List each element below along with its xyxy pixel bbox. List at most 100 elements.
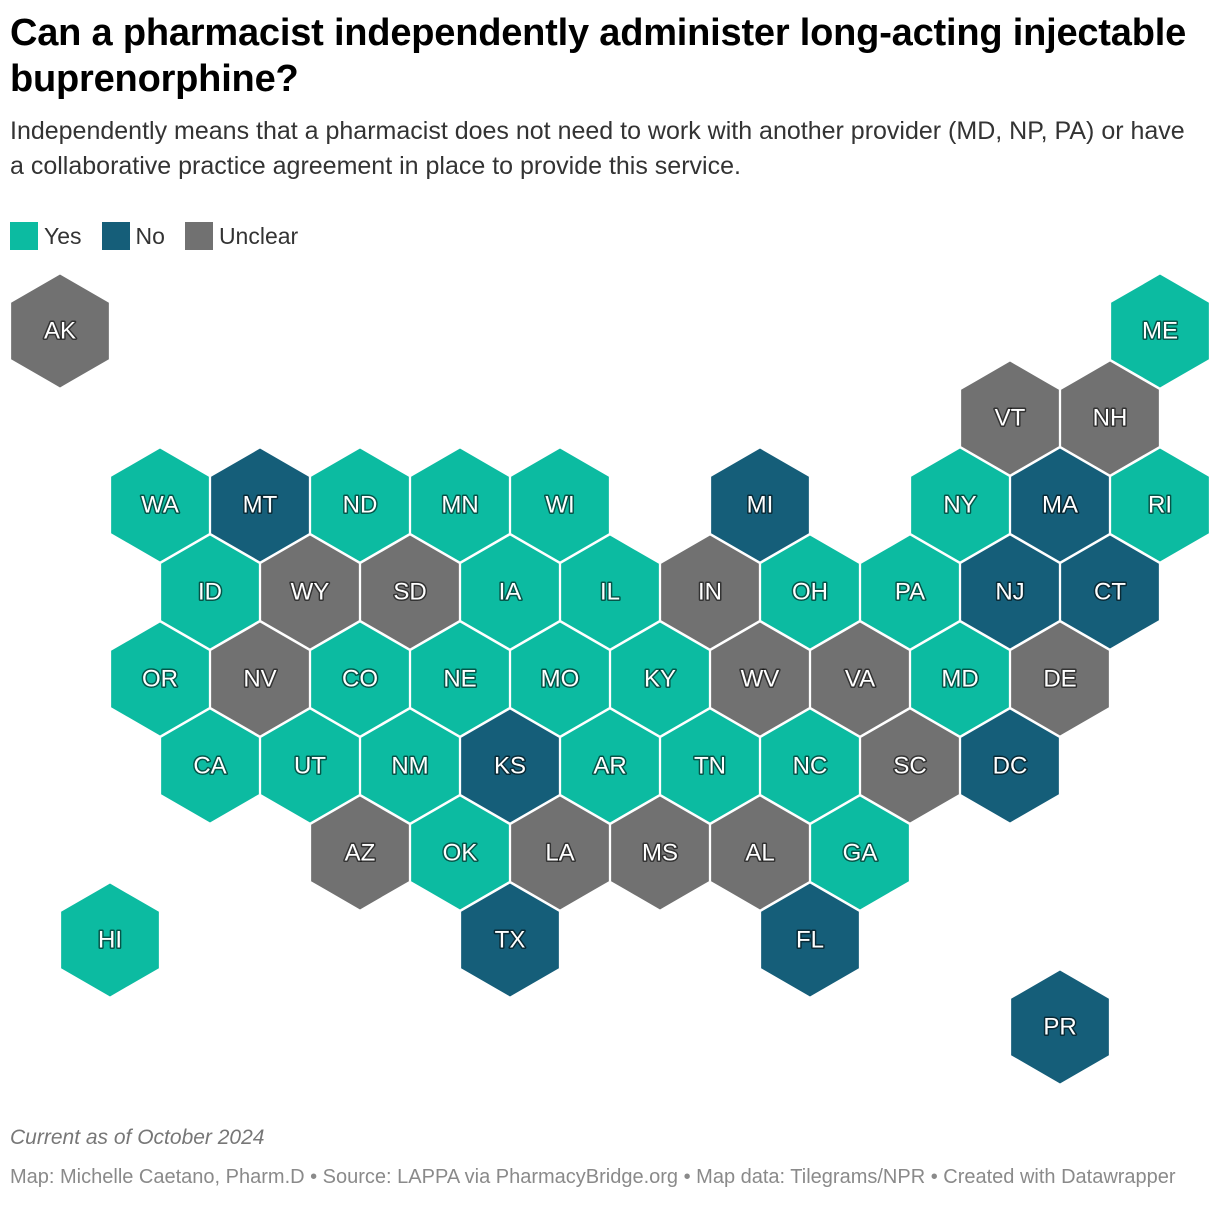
hex-tile-fl: FL — [760, 882, 860, 998]
hex-label-nj: NJ — [995, 579, 1024, 606]
hex-tile-id: ID — [160, 534, 260, 650]
hex-shape-ok — [410, 795, 510, 911]
hex-shape-vt — [960, 360, 1060, 476]
hex-tile-nm: NM — [360, 708, 460, 824]
hex-label-ct: CT — [1094, 579, 1126, 606]
hex-tile-ga: GA — [810, 795, 910, 911]
hex-tile-ct: CT — [1060, 534, 1160, 650]
hex-label-vt: VT — [995, 405, 1026, 432]
hex-tile-in: IN — [660, 534, 760, 650]
hex-label-az: AZ — [345, 840, 376, 867]
hex-tile-al: AL — [710, 795, 810, 911]
chart-title: Can a pharmacist independently administe… — [10, 12, 1186, 100]
legend-swatch-no — [101, 222, 130, 250]
hex-label-ia: IA — [499, 579, 522, 606]
hex-label-tx: TX — [495, 927, 526, 954]
chart-description: Independently means that a pharmacist do… — [10, 117, 1185, 180]
hex-shape-ct — [1060, 534, 1160, 650]
hex-shape-ga — [810, 795, 910, 911]
hex-label-pr: PR — [1043, 1014, 1076, 1041]
hex-shape-pr — [1010, 969, 1110, 1085]
hex-label-al: AL — [745, 840, 774, 867]
hex-label-sc: SC — [893, 753, 926, 780]
hex-tile-wy: WY — [260, 534, 360, 650]
hex-shape-oh — [760, 534, 860, 650]
hex-tile-ut: UT — [260, 708, 360, 824]
hex-shape-me — [1110, 273, 1210, 389]
hex-tile-az: AZ — [310, 795, 410, 911]
hex-label-co: CO — [342, 666, 378, 693]
hex-label-ar: AR — [593, 753, 626, 780]
hex-shape-mt — [210, 447, 310, 563]
hex-label-oh: OH — [792, 579, 828, 606]
hex-shape-tn — [660, 708, 760, 824]
hex-tile-ma: MA — [1010, 447, 1110, 563]
legend-swatch-unclear — [184, 222, 213, 250]
hex-shape-sc — [860, 708, 960, 824]
hex-shape-mo — [510, 621, 610, 737]
hex-tile-ks: KS — [460, 708, 560, 824]
hex-tile-ky: KY — [610, 621, 710, 737]
hex-label-il: IL — [600, 579, 620, 606]
hex-tile-nj: NJ — [960, 534, 1060, 650]
legend-label-no: No — [135, 222, 165, 249]
hex-shape-wv — [710, 621, 810, 737]
hex-tile-la: LA — [510, 795, 610, 911]
hex-tile-ne: NE — [410, 621, 510, 737]
hex-tile-nd: ND — [310, 447, 410, 563]
hex-tile-de: DE — [1010, 621, 1110, 737]
hex-tile-tx: TX — [460, 882, 560, 998]
hex-tile-ms: MS — [610, 795, 710, 911]
legend-item-yes: Yes — [10, 222, 82, 250]
hex-shape-ny — [910, 447, 1010, 563]
hex-label-me: ME — [1142, 318, 1178, 345]
hex-shape-ak — [10, 273, 110, 389]
hex-tile-me: ME — [1110, 273, 1210, 389]
hex-tile-vt: VT — [960, 360, 1060, 476]
hex-label-nh: NH — [1093, 405, 1128, 432]
hex-label-or: OR — [142, 666, 178, 693]
hex-shape-wy — [260, 534, 360, 650]
hex-shape-nc — [760, 708, 860, 824]
hex-label-de: DE — [1043, 666, 1076, 693]
hex-label-mo: MO — [541, 666, 580, 693]
legend-item-unclear: Unclear — [184, 222, 298, 250]
hex-shape-nm — [360, 708, 460, 824]
hex-tile-pr: PR — [1010, 969, 1110, 1085]
hex-shape-nd — [310, 447, 410, 563]
hex-shape-wi — [510, 447, 610, 563]
hex-shape-ne — [410, 621, 510, 737]
hex-tile-hi: HI — [60, 882, 160, 998]
hex-shape-va — [810, 621, 910, 737]
hex-tile-va: VA — [810, 621, 910, 737]
hex-tile-ri: RI — [1110, 447, 1210, 563]
hex-tile-oh: OH — [760, 534, 860, 650]
hex-shape-ri — [1110, 447, 1210, 563]
hex-label-nd: ND — [343, 492, 378, 519]
hex-shape-az — [310, 795, 410, 911]
hex-tile-dc: DC — [960, 708, 1060, 824]
hex-label-md: MD — [941, 666, 978, 693]
hex-shape-al — [710, 795, 810, 911]
hex-tile-co: CO — [310, 621, 410, 737]
hex-shape-or — [110, 621, 210, 737]
hex-label-nm: NM — [391, 753, 428, 780]
hex-label-wy: WY — [291, 579, 330, 606]
hex-label-mt: MT — [243, 492, 278, 519]
hex-shape-ut — [260, 708, 360, 824]
hex-label-dc: DC — [993, 753, 1028, 780]
hex-tile-ca: CA — [160, 708, 260, 824]
hex-label-mi: MI — [747, 492, 774, 519]
hex-tile-mi: MI — [710, 447, 810, 563]
hex-shape-sd — [360, 534, 460, 650]
hex-tile-ny: NY — [910, 447, 1010, 563]
chart-footer: Map: Michelle Caetano, Pharm.D • Source:… — [10, 1166, 1176, 1188]
hex-label-id: ID — [198, 579, 222, 606]
hex-tile-mo: MO — [510, 621, 610, 737]
hex-label-ga: GA — [843, 840, 878, 867]
hex-shape-ia — [460, 534, 560, 650]
chart-header: Can a pharmacist independently administe… — [10, 10, 1200, 184]
hex-shape-ca — [160, 708, 260, 824]
hex-label-ak: AK — [44, 318, 76, 345]
hex-shape-nj — [960, 534, 1060, 650]
